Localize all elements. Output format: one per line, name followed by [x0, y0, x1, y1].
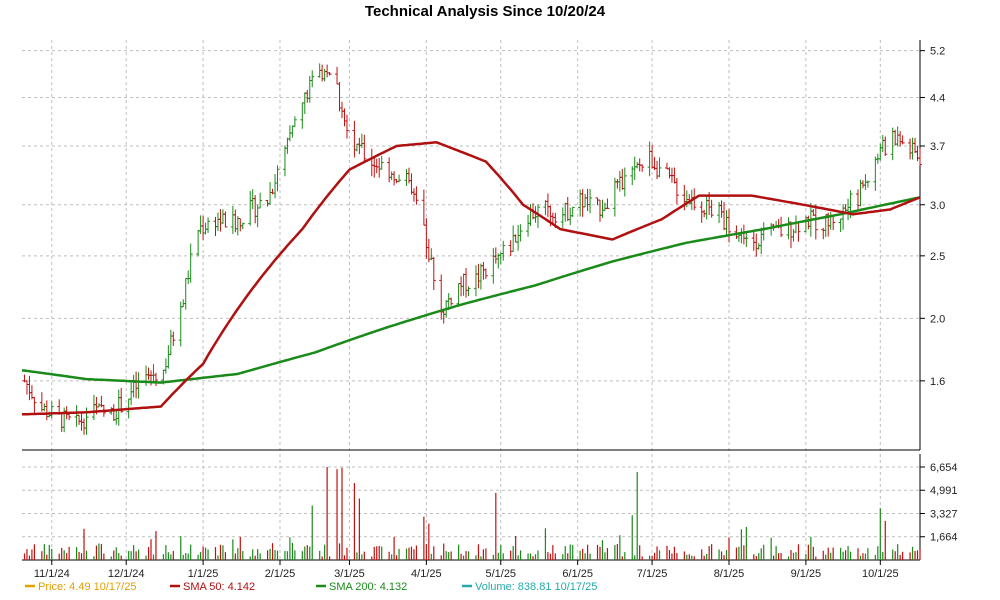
date-tick-label: 2/1/25 [265, 568, 296, 580]
legend-entry: SMA 50: 4.142 [183, 581, 255, 593]
price-tick-label: 2.5 [930, 251, 945, 263]
price-tick-label: 3.7 [930, 141, 945, 153]
date-tick-label: 12/1/24 [108, 568, 145, 580]
price-tick-labels: 1.6 2.0 2.5 3.0 3.7 4.4 5.2 [930, 46, 945, 388]
date-tick-label: 5/1/25 [485, 568, 516, 580]
price-tick-label: 5.2 [930, 46, 945, 58]
date-tick-label: 8/1/25 [714, 568, 745, 580]
price-tick-label: 1.6 [930, 376, 945, 388]
price-tick-label: 2.0 [930, 313, 945, 325]
axes [22, 40, 921, 561]
volume-tick-label: 3,327 [930, 509, 958, 521]
date-tick-label: 1/1/25 [188, 568, 219, 580]
date-tick-label: 11/1/24 [34, 568, 70, 580]
date-tick-label: 9/1/25 [791, 568, 822, 580]
moving-averages [22, 141, 921, 416]
legend-entry: Volume: 838.81 10/17/25 [475, 581, 597, 593]
sma-50-line [22, 141, 921, 416]
price-tick-label: 3.0 [930, 200, 945, 212]
grid-lines [22, 40, 925, 565]
date-tick-label: 6/1/25 [562, 568, 593, 580]
date-tick-label: 10/1/25 [862, 568, 899, 580]
volume-tick-label: 4,991 [930, 485, 958, 497]
date-tick-label: 3/1/25 [334, 568, 365, 580]
legend-entry: Price: 4.49 10/17/25 [38, 581, 136, 593]
volume-tick-label: 1,664 [930, 532, 958, 544]
price-bars [22, 63, 922, 435]
date-tick-label: 4/1/25 [411, 568, 442, 580]
volume-tick-labels: 1,664 3,327 4,991 6,654 [930, 462, 958, 544]
date-tick-label: 7/1/25 [637, 568, 668, 580]
sma-200-line [22, 196, 921, 384]
legend-entry: SMA 200: 4.132 [329, 581, 407, 593]
date-tick-labels: 11/1/24 12/1/24 1/1/25 2/1/25 3/1/25 4/1/25 5/… [34, 568, 899, 580]
volume-bars [23, 467, 921, 560]
chart-title: Technical Analysis Since 10/20/24 [365, 3, 606, 20]
legend: Price: 4.49 10/17/25 SMA 50: 4.142 SMA 200… [25, 581, 597, 593]
volume-tick-label: 6,654 [930, 462, 958, 474]
price-tick-label: 4.4 [930, 92, 945, 104]
